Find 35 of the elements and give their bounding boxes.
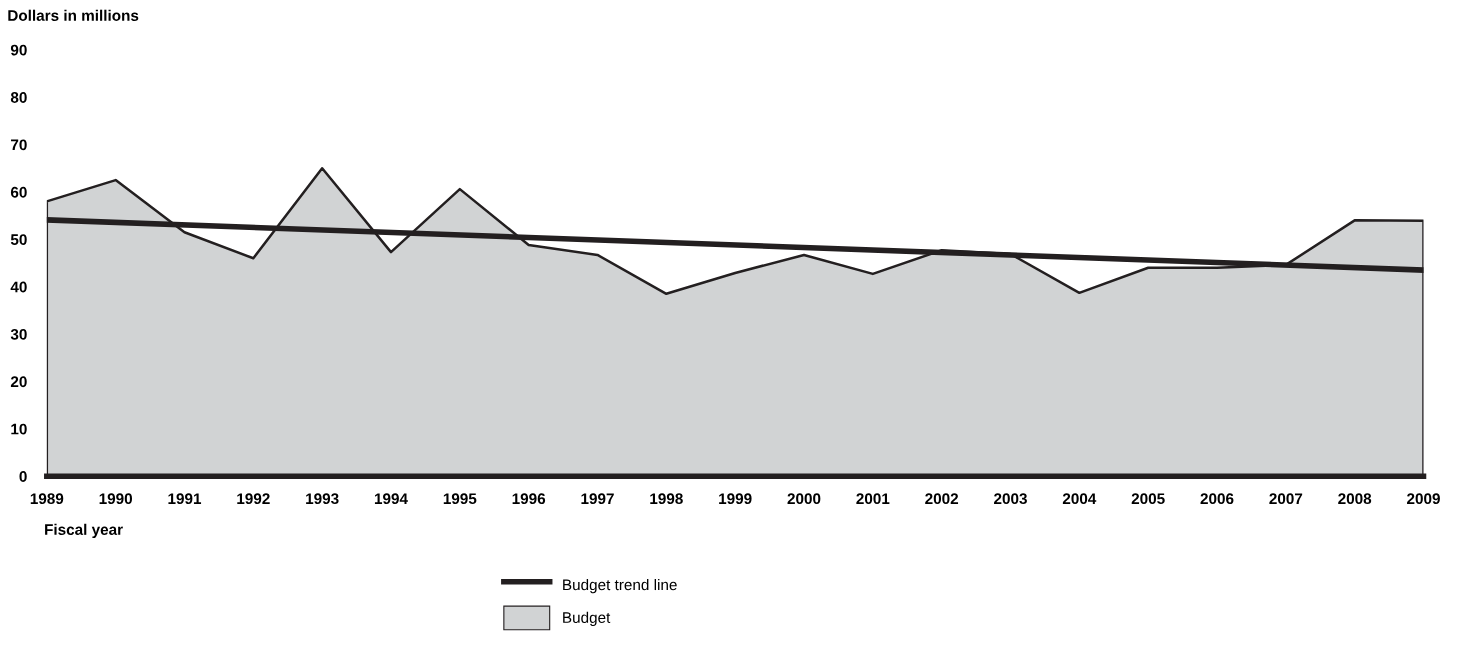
x-tick-label: 1996: [512, 493, 546, 505]
legend-label: Budget trend line: [563, 578, 677, 594]
x-axis-title: Fiscal year: [45, 523, 123, 539]
x-tick-label: 1992: [237, 493, 270, 505]
x-tick-label: 1989: [30, 493, 64, 505]
x-tick-label: 1998: [650, 493, 683, 505]
x-tick-label: 1999: [719, 493, 752, 505]
y-tick-label: 80: [10, 92, 27, 103]
x-tick-label: 2008: [1338, 493, 1372, 505]
x-tick-label: 1997: [581, 493, 614, 505]
legend-label: Budget: [563, 611, 611, 626]
x-tick-label: 2001: [856, 493, 890, 505]
x-tick-label: 2003: [994, 493, 1027, 505]
y-tick-label: 10: [11, 423, 27, 435]
y-tick-label: 0: [19, 471, 27, 482]
y-tick-label: 20: [10, 376, 27, 388]
x-tick-label: 2002: [925, 493, 959, 505]
x-tick-label: 2009: [1407, 493, 1440, 505]
y-tick-label: 40: [10, 281, 27, 293]
y-tick-label: 90: [10, 44, 27, 56]
x-tick-label: 2004: [1062, 493, 1097, 505]
y-tick-label: 30: [10, 328, 27, 340]
y-tick-label: 60: [10, 186, 27, 198]
y-tick-label: 50: [10, 234, 27, 245]
x-tick-label: 1995: [443, 493, 477, 505]
x-tick-label: 2000: [787, 493, 821, 505]
x-tick-label: 2006: [1200, 493, 1234, 505]
x-tick-label: 1994: [374, 493, 408, 505]
x-tick-label: 2005: [1131, 493, 1165, 505]
x-tick-label: 2007: [1269, 493, 1303, 505]
y-tick-label: 70: [11, 139, 27, 151]
x-tick-label: 1991: [168, 493, 202, 505]
x-tick-label: 1990: [99, 493, 133, 505]
y-axis-title: Dollars in millions: [8, 9, 139, 21]
x-tick-label: 1993: [306, 493, 339, 505]
